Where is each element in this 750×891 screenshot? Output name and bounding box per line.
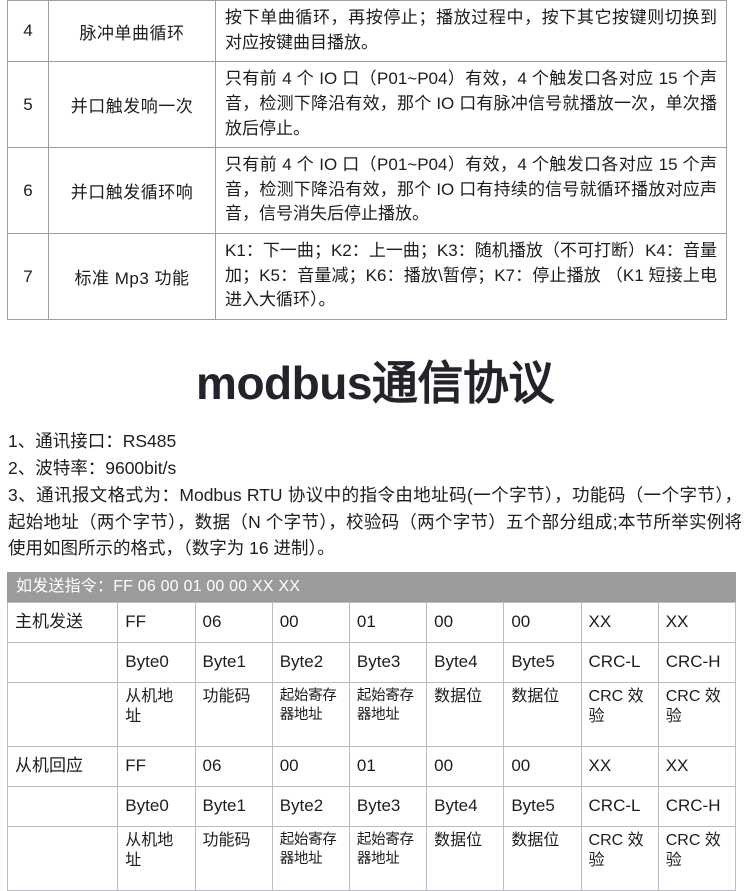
- cell-desc-3: 起始寄存器地址: [348, 682, 428, 747]
- cell-byte-0: Byte0: [117, 642, 196, 683]
- cell-value-5: 00: [503, 602, 582, 643]
- row-number: 6: [7, 147, 49, 235]
- row-label-slave-reply: 从机回应: [6, 746, 119, 787]
- table-row-slave-bytes: Byte0 Byte1 Byte2 Byte3 Byte4 Byte5 CRC-…: [6, 786, 737, 827]
- cell-byte-3: Byte3: [348, 642, 428, 683]
- cell-value-6: XX: [580, 602, 659, 643]
- cell-value-0: FF: [117, 746, 196, 787]
- page-title: modbus通信协议: [196, 357, 554, 409]
- row-label-blank: [6, 682, 119, 747]
- spec-item-2: 2、波特率：9600bit/s: [8, 457, 177, 478]
- cell-value-5: 00: [503, 746, 582, 787]
- table-row: 7 标准 Mp3 功能 K1：下一曲；K2：上一曲；K3：随机播放（不可打断）K…: [7, 233, 727, 321]
- cell-desc-0: 从机地址: [117, 826, 196, 891]
- row-number: 5: [7, 61, 49, 149]
- cell-byte-1: Byte1: [194, 786, 273, 827]
- cell-byte-0: Byte0: [117, 786, 196, 827]
- cell-desc-3: 起始寄存器地址: [348, 826, 428, 891]
- cell-desc-7: CRC 效验: [657, 826, 737, 891]
- cell-value-2: 00: [271, 602, 350, 643]
- cell-byte-6: CRC-L: [580, 786, 659, 827]
- table-row: 4 脉冲单曲循环 按下单曲循环，再按停止；播放过程中，按下其它按键则切换到对应按…: [7, 0, 727, 63]
- cell-value-3: 01: [348, 602, 428, 643]
- cell-desc-1: 功能码: [194, 826, 273, 891]
- cell-byte-4: Byte4: [426, 642, 505, 683]
- cell-value-4: 00: [426, 602, 505, 643]
- cell-value-1: 06: [194, 602, 273, 643]
- modbus-frame-section: 如发送指令：FF 06 00 01 00 00 XX XX 主机发送 FF 06…: [6, 572, 737, 891]
- cell-desc-4: 数据位: [426, 682, 505, 747]
- spec-item-3: 3、通讯报文格式为：Modbus RTU 协议中的指令由地址码(一个字节），功能…: [8, 485, 742, 559]
- cell-byte-2: Byte2: [271, 642, 350, 683]
- table-row-master-bytes: Byte0 Byte1 Byte2 Byte3 Byte4 Byte5 CRC-…: [6, 642, 737, 683]
- cell-desc-6: CRC 效验: [580, 682, 659, 747]
- spec-item-1: 1、通讯接口：RS485: [8, 431, 177, 451]
- cell-value-0: FF: [117, 602, 196, 643]
- table-row: 6 并口触发循环响 只有前 4 个 IO 口（P01~P04）有效，4 个触发口…: [7, 147, 727, 235]
- frame-header-bar: 如发送指令：FF 06 00 01 00 00 XX XX: [7, 572, 736, 602]
- row-mode-name: 标准 Mp3 功能: [48, 233, 216, 321]
- row-label-blank: [6, 826, 119, 891]
- cell-value-2: 00: [271, 746, 350, 787]
- table-row: 5 并口触发响一次 只有前 4 个 IO 口（P01~P04）有效，4 个触发口…: [7, 61, 727, 149]
- cell-value-1: 06: [194, 746, 273, 787]
- cell-value-7: XX: [657, 602, 737, 643]
- cell-byte-7: CRC-H: [657, 786, 737, 827]
- cell-byte-4: Byte4: [426, 786, 505, 827]
- table-row-master-descs: 从机地址 功能码 起始寄存器地址 起始寄存器地址 数据位 数据位 CRC 效验 …: [6, 682, 737, 747]
- cell-desc-4: 数据位: [426, 826, 505, 891]
- row-mode-name: 脉冲单曲循环: [48, 0, 216, 63]
- row-number: 4: [7, 0, 49, 63]
- row-description: K1：下一曲；K2：上一曲；K3：随机播放（不可打断）K4：音量加；K5：音量减…: [215, 233, 727, 321]
- cell-value-7: XX: [657, 746, 737, 787]
- cell-byte-1: Byte1: [194, 642, 273, 683]
- cell-desc-5: 数据位: [503, 682, 582, 747]
- cell-byte-3: Byte3: [348, 786, 428, 827]
- cell-desc-1: 功能码: [194, 682, 273, 747]
- row-mode-name: 并口触发循环响: [48, 147, 216, 235]
- cell-byte-5: Byte5: [503, 786, 582, 827]
- cell-value-6: XX: [580, 746, 659, 787]
- cell-value-4: 00: [426, 746, 505, 787]
- table-row-master-values: 主机发送 FF 06 00 01 00 00 XX XX: [6, 602, 737, 643]
- modbus-frame-table: 主机发送 FF 06 00 01 00 00 XX XX Byte0 Byte1…: [6, 602, 737, 891]
- cell-byte-2: Byte2: [271, 786, 350, 827]
- cell-desc-6: CRC 效验: [580, 826, 659, 891]
- cell-byte-7: CRC-H: [657, 642, 737, 683]
- cell-byte-6: CRC-L: [580, 642, 659, 683]
- row-label-blank: [6, 786, 119, 827]
- row-number: 7: [7, 233, 49, 321]
- table-row-slave-descs: 从机地址 功能码 起始寄存器地址 起始寄存器地址 数据位 数据位 CRC 效验 …: [6, 826, 737, 891]
- row-description: 按下单曲循环，再按停止；播放过程中，按下其它按键则切换到对应按键曲目播放。: [215, 0, 727, 63]
- cell-desc-0: 从机地址: [117, 682, 196, 747]
- table-row-slave-values: 从机回应 FF 06 00 01 00 00 XX XX: [6, 746, 737, 787]
- cell-desc-2: 起始寄存器地址: [271, 682, 350, 747]
- row-description: 只有前 4 个 IO 口（P01~P04）有效，4 个触发口各对应 15 个声音…: [215, 147, 727, 235]
- cell-value-3: 01: [348, 746, 428, 787]
- row-label-master-send: 主机发送: [6, 602, 119, 643]
- function-mode-table: 4 脉冲单曲循环 按下单曲循环，再按停止；播放过程中，按下其它按键则切换到对应按…: [7, 0, 727, 321]
- protocol-spec-list: 1、通讯接口：RS485 2、波特率：9600bit/s 3、通讯报文格式为：M…: [8, 428, 742, 562]
- row-description: 只有前 4 个 IO 口（P01~P04）有效，4 个触发口各对应 15 个声音…: [215, 61, 727, 149]
- cell-desc-5: 数据位: [503, 826, 582, 891]
- cell-desc-7: CRC 效验: [657, 682, 737, 747]
- row-label-blank: [6, 642, 119, 683]
- row-mode-name: 并口触发响一次: [48, 61, 216, 149]
- cell-byte-5: Byte5: [503, 642, 582, 683]
- cell-desc-2: 起始寄存器地址: [271, 826, 350, 891]
